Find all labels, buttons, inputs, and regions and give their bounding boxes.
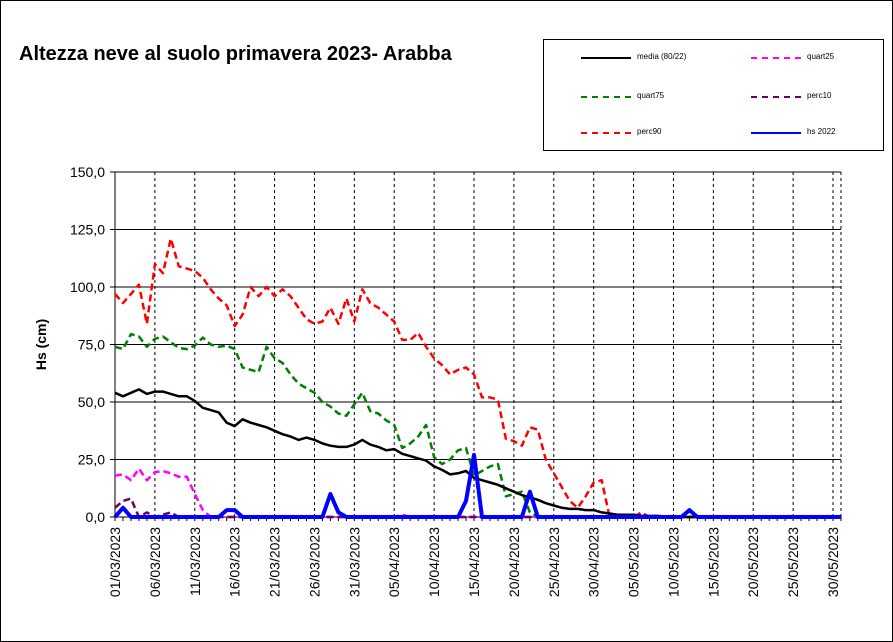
x-tick-label: 15/05/2023 [705, 527, 721, 597]
y-tick-label: 100,0 [70, 279, 105, 295]
x-tick-label: 31/03/2023 [346, 527, 362, 597]
legend-label-perc90: perc90 [637, 127, 662, 136]
series-line-perc10 [114, 497, 841, 519]
y-tick-label: 50,0 [78, 394, 105, 410]
x-tick-label: 30/05/2023 [825, 527, 841, 597]
x-tick-label: 05/05/2023 [626, 527, 642, 597]
x-tick-label: 25/05/2023 [785, 527, 801, 597]
legend-label-quart75: quart75 [637, 91, 665, 100]
series-line-quart75 [114, 332, 841, 519]
x-tick-label: 10/05/2023 [665, 527, 681, 597]
legend-label-perc10: perc10 [807, 91, 832, 100]
x-tick-label: 05/04/2023 [386, 527, 402, 597]
x-tick-label: 01/03/2023 [107, 527, 123, 597]
x-tick-label: 25/04/2023 [546, 527, 562, 597]
legend-swatch-perc10 [751, 96, 801, 98]
x-tick-label: 16/03/2023 [227, 527, 243, 597]
series-line-quart25 [114, 467, 841, 519]
legend-swatch-quart25 [751, 57, 801, 59]
series-line-media [114, 388, 841, 519]
x-tick-label: 06/03/2023 [147, 527, 163, 597]
legend-swatch-quart75 [581, 96, 631, 98]
chart-title: Altezza neve al suolo primavera 2023- Ar… [19, 43, 452, 65]
x-tick-label: 10/04/2023 [426, 527, 442, 597]
legend: media (80/22) quart25 quart75 perc10 per… [543, 39, 884, 151]
x-tick-label: 30/04/2023 [586, 527, 602, 597]
y-tick-label: 75,0 [78, 337, 105, 353]
x-tick-label: 20/04/2023 [506, 527, 522, 597]
x-tick-label: 15/04/2023 [466, 527, 482, 597]
legend-label-hs2022: hs 2022 [807, 127, 836, 136]
x-tick-label: 26/03/2023 [306, 527, 322, 597]
x-tick-label: 21/03/2023 [267, 527, 283, 597]
legend-label-media: media (80/22) [637, 52, 687, 61]
y-tick-label: 0,0 [86, 509, 106, 525]
x-tick-label: 20/05/2023 [745, 527, 761, 597]
legend-swatch-media [581, 57, 631, 59]
y-tick-label: 150,0 [70, 164, 105, 180]
series-line-perc90 [114, 237, 841, 519]
legend-swatch-hs2022 [751, 132, 801, 134]
y-axis-label: Hs (cm) [33, 319, 49, 370]
series-line-hs [113, 452, 841, 519]
y-tick-label: 125,0 [70, 222, 105, 238]
x-tick-label: 11/03/2023 [187, 527, 203, 596]
legend-swatch-perc90 [581, 132, 631, 134]
legend-label-quart25: quart25 [807, 52, 835, 61]
y-tick-label: 25,0 [78, 452, 105, 468]
